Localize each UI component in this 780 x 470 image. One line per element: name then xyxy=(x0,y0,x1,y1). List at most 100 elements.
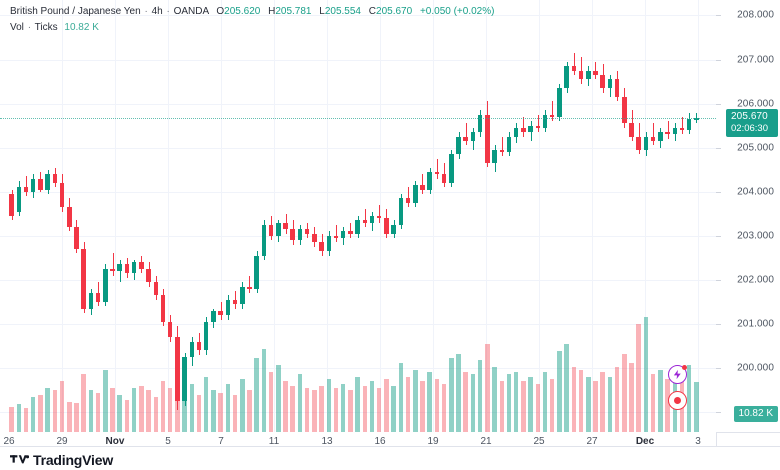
candle-body xyxy=(355,220,360,234)
candle-wick xyxy=(350,222,351,239)
candle-body xyxy=(492,149,497,164)
price-axis-label: 207.000 xyxy=(737,54,774,65)
volume-bar xyxy=(146,390,151,432)
gridline-vertical xyxy=(221,0,222,432)
price-tick-mark xyxy=(716,412,721,414)
volume-badge[interactable]: 10.82 K xyxy=(733,406,778,422)
volume-bar xyxy=(67,402,72,432)
volume-bar xyxy=(665,378,670,432)
candle-body xyxy=(124,264,130,274)
candle-body xyxy=(348,231,353,234)
volume-bar xyxy=(211,390,216,432)
time-axis-label: 5 xyxy=(165,436,171,447)
volume-bar xyxy=(420,381,425,432)
candle-body xyxy=(283,222,288,230)
volume-bar xyxy=(636,323,641,432)
candle-body xyxy=(485,114,490,164)
candle-body xyxy=(679,127,685,131)
gridline-horizontal xyxy=(0,191,716,193)
legend-sep-2: · xyxy=(166,6,170,17)
volume-bar xyxy=(9,406,14,432)
volume-bar xyxy=(232,395,238,432)
volume-bar xyxy=(52,390,58,432)
candle-body xyxy=(326,235,331,252)
time-axis[interactable]: 26 29 Nov 5 7 11 13 16 19 21 25 27 Dec 3 xyxy=(0,432,716,454)
record-dot-glyph xyxy=(674,397,681,404)
candle-body xyxy=(232,299,238,305)
candle-body xyxy=(9,193,14,216)
candle-wick xyxy=(523,116,524,137)
last-price-badge[interactable]: 205.670 02:06:30 xyxy=(726,109,778,138)
candle-body xyxy=(542,114,548,128)
volume-bar xyxy=(571,367,577,432)
interval-label[interactable]: 4h xyxy=(151,6,163,17)
candle-body xyxy=(477,114,483,133)
volume-unit: Ticks xyxy=(34,22,58,33)
volume-bar xyxy=(477,360,483,432)
lightning-bolt-icon[interactable] xyxy=(668,365,687,384)
candle-body xyxy=(189,341,195,358)
candle-body xyxy=(593,70,598,75)
candle-body xyxy=(643,136,649,150)
high-value: 205.781 xyxy=(275,6,312,17)
volume-label[interactable]: Vol xyxy=(10,22,24,33)
gridline-vertical xyxy=(327,0,328,432)
volume-bar xyxy=(203,376,209,432)
price-axis-label: 204.000 xyxy=(737,186,774,198)
volume-bar xyxy=(427,372,432,432)
candle-body xyxy=(528,125,533,133)
volume-bar xyxy=(549,378,555,432)
candle-body xyxy=(658,132,663,142)
candle-body xyxy=(607,79,613,89)
record-dot-icon[interactable] xyxy=(668,391,687,410)
candle-body xyxy=(513,127,519,137)
candle-body xyxy=(103,268,108,302)
volume-bar xyxy=(391,385,396,432)
volume-bar xyxy=(629,362,634,432)
volume-bar xyxy=(405,376,411,432)
candle-body xyxy=(340,231,346,239)
legend-volume-row: Vol · Ticks 10.82 K xyxy=(10,21,494,34)
volume-bar xyxy=(247,390,252,432)
chart-plot-area[interactable] xyxy=(0,0,716,432)
price-tick-mark xyxy=(716,59,721,61)
candle-body xyxy=(88,293,94,309)
candle-body xyxy=(434,171,440,175)
volume-bar xyxy=(513,372,519,432)
symbol-name[interactable]: British Pound / Japanese Yen xyxy=(10,6,141,17)
candle-wick xyxy=(113,253,114,276)
time-axis-label: Dec xyxy=(635,436,655,447)
time-axis-label: 26 xyxy=(3,436,15,447)
volume-bar xyxy=(110,388,115,432)
candle-wick xyxy=(336,224,337,243)
candle-body xyxy=(614,79,620,97)
gridline-horizontal xyxy=(0,279,716,281)
volume-bar xyxy=(348,390,353,432)
volume-bar xyxy=(139,385,144,432)
price-axis[interactable]: 208.000 207.000 206.000 205.000 204.000 203.0… xyxy=(716,0,780,432)
volume-bar xyxy=(103,369,108,432)
volume-bar xyxy=(369,381,375,432)
candle-body xyxy=(167,321,173,338)
candle-body xyxy=(470,132,476,142)
volume-bar xyxy=(622,353,627,432)
candle-body xyxy=(74,227,79,250)
volume-bar xyxy=(240,378,245,432)
tradingview-logo[interactable]: TradingView xyxy=(10,452,113,468)
candle-body xyxy=(304,229,310,234)
candle-body xyxy=(297,229,303,241)
candle-body xyxy=(369,216,375,223)
time-axis-label: 21 xyxy=(480,436,492,447)
volume-bar xyxy=(485,344,490,432)
bar-countdown: 02:06:30 xyxy=(731,123,768,135)
volume-bar xyxy=(333,388,339,432)
candle-body xyxy=(276,222,281,236)
candle-body xyxy=(312,233,317,243)
candle-body xyxy=(413,185,418,203)
candle-body xyxy=(59,182,65,208)
candle-wick xyxy=(502,136,503,157)
candle-body xyxy=(146,268,151,283)
volume-bar xyxy=(74,403,79,432)
volume-bar xyxy=(362,385,368,432)
last-price-value: 205.670 xyxy=(731,111,768,123)
